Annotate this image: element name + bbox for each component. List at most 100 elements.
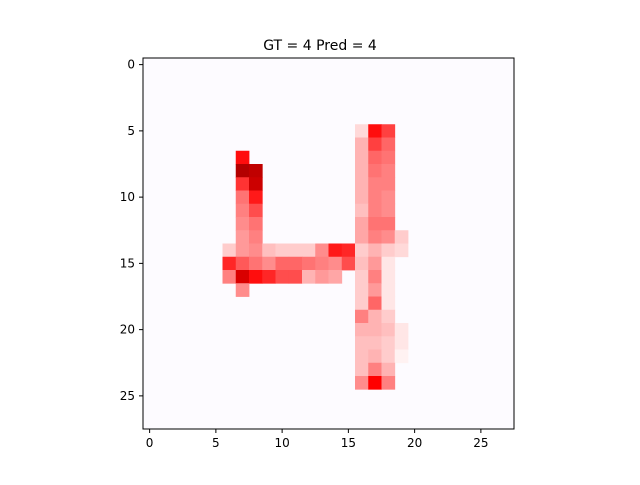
- heatmap-cell: [235, 283, 250, 297]
- heatmap-cell: [394, 243, 409, 258]
- heatmap-cell: [381, 296, 396, 311]
- x-tick-label: 25: [473, 436, 488, 450]
- heatmap-cell: [341, 256, 356, 271]
- heatmap-cell: [235, 203, 250, 218]
- plot-frame: [142, 57, 515, 430]
- heatmap-cell: [235, 190, 250, 205]
- heatmap-cell: [302, 256, 316, 271]
- x-tick-label: 15: [341, 436, 356, 450]
- heatmap-cell: [381, 283, 396, 297]
- heatmap-cell: [381, 150, 396, 165]
- heatmap-cell: [381, 362, 396, 377]
- heatmap-cell: [235, 177, 250, 191]
- heatmap-cell: [394, 336, 409, 350]
- heatmap-cell: [355, 256, 369, 271]
- heatmap-cell: [368, 164, 382, 178]
- heatmap-cell: [355, 217, 369, 231]
- heatmap-cell: [355, 137, 369, 152]
- heatmap-cell: [355, 362, 369, 377]
- chart-title: GT = 4 Pred = 4: [263, 38, 377, 54]
- heatmap-cell: [288, 256, 303, 271]
- heatmap-cell: [275, 256, 290, 271]
- x-axis: 0 5 10 15 20 25: [146, 429, 489, 450]
- heatmap-cell: [381, 323, 396, 337]
- heatmap-cell: [249, 177, 263, 191]
- y-tick-label: 25: [120, 389, 135, 403]
- heatmap-cell: [368, 230, 382, 244]
- heatmap-cell: [381, 349, 396, 364]
- heatmap-cell: [394, 230, 409, 244]
- heatmap-cell: [355, 203, 369, 218]
- heatmap-cell: [315, 243, 329, 258]
- heatmap-cell: [355, 309, 369, 324]
- x-tick-label: 10: [274, 436, 289, 450]
- heatmap-cell: [368, 376, 382, 390]
- heatmap-cell: [262, 270, 276, 284]
- heatmap-cell: [288, 270, 303, 284]
- heatmap-cell: [235, 217, 250, 231]
- heatmap-cell: [355, 376, 369, 390]
- heatmap-cell: [249, 190, 263, 205]
- heatmap-cell: [275, 270, 290, 284]
- heatmap-cell: [381, 230, 396, 244]
- heatmap-cell: [341, 243, 356, 258]
- heatmap-cell: [288, 243, 303, 258]
- heatmap-cell: [355, 283, 369, 297]
- heatmap-cell: [262, 256, 276, 271]
- heatmap-cell: [249, 203, 263, 218]
- heatmap-cell: [328, 256, 343, 271]
- y-tick-label: 5: [127, 124, 135, 138]
- heatmap-cell: [235, 256, 250, 271]
- heatmap-cell: [381, 243, 396, 258]
- heatmap-cell: [355, 296, 369, 311]
- heatmap-cell: [368, 323, 382, 337]
- heatmap-cell: [355, 230, 369, 244]
- heatmap-cell: [368, 217, 382, 231]
- heatmap-cell: [368, 270, 382, 284]
- heatmap-cell: [328, 243, 343, 258]
- heatmap-cell: [235, 230, 250, 244]
- heatmap-cell: [355, 270, 369, 284]
- heatmap-cell: [249, 243, 263, 258]
- heatmap-cell: [355, 124, 369, 138]
- heatmap-cell: [381, 256, 396, 271]
- heatmap-cell: [381, 270, 396, 284]
- heatmap-cell: [302, 270, 316, 284]
- heatmap-cell: [368, 137, 382, 152]
- heatmap-cell: [355, 349, 369, 364]
- plot-area: [142, 57, 515, 430]
- heatmap-cell: [381, 137, 396, 152]
- heatmap-cell: [249, 230, 263, 244]
- heatmap-cell: [355, 323, 369, 337]
- heatmap-cell: [381, 376, 396, 390]
- heatmap-cell: [249, 256, 263, 271]
- heatmap-cell: [222, 243, 237, 258]
- heatmap-cell: [249, 164, 263, 178]
- y-tick-label: 20: [120, 323, 135, 337]
- heatmap-cell: [235, 270, 250, 284]
- heatmap-cell: [355, 150, 369, 165]
- heatmap-cell: [368, 243, 382, 258]
- heatmap-cell: [249, 270, 263, 284]
- heatmap-cell: [355, 164, 369, 178]
- heatmap-cell: [381, 309, 396, 324]
- x-tick-label: 0: [146, 436, 154, 450]
- heatmap-cell: [249, 217, 263, 231]
- heatmap-cell: [222, 256, 237, 271]
- heatmap-cell: [368, 256, 382, 271]
- y-axis: 0 5 10 15 20 25: [120, 58, 143, 403]
- heatmap-cell: [381, 336, 396, 350]
- heatmap-cell: [381, 217, 396, 231]
- heatmap-cell: [394, 323, 409, 337]
- heatmap-cell: [355, 336, 369, 350]
- heatmap-cell: [368, 336, 382, 350]
- heatmap-cell: [302, 243, 316, 258]
- heatmap-cell: [368, 124, 382, 138]
- heatmap-cell: [222, 270, 237, 284]
- heatmap-cell: [368, 362, 382, 377]
- x-tick-label: 20: [407, 436, 422, 450]
- heatmap-cell: [368, 296, 382, 311]
- heatmap-cell: [368, 203, 382, 218]
